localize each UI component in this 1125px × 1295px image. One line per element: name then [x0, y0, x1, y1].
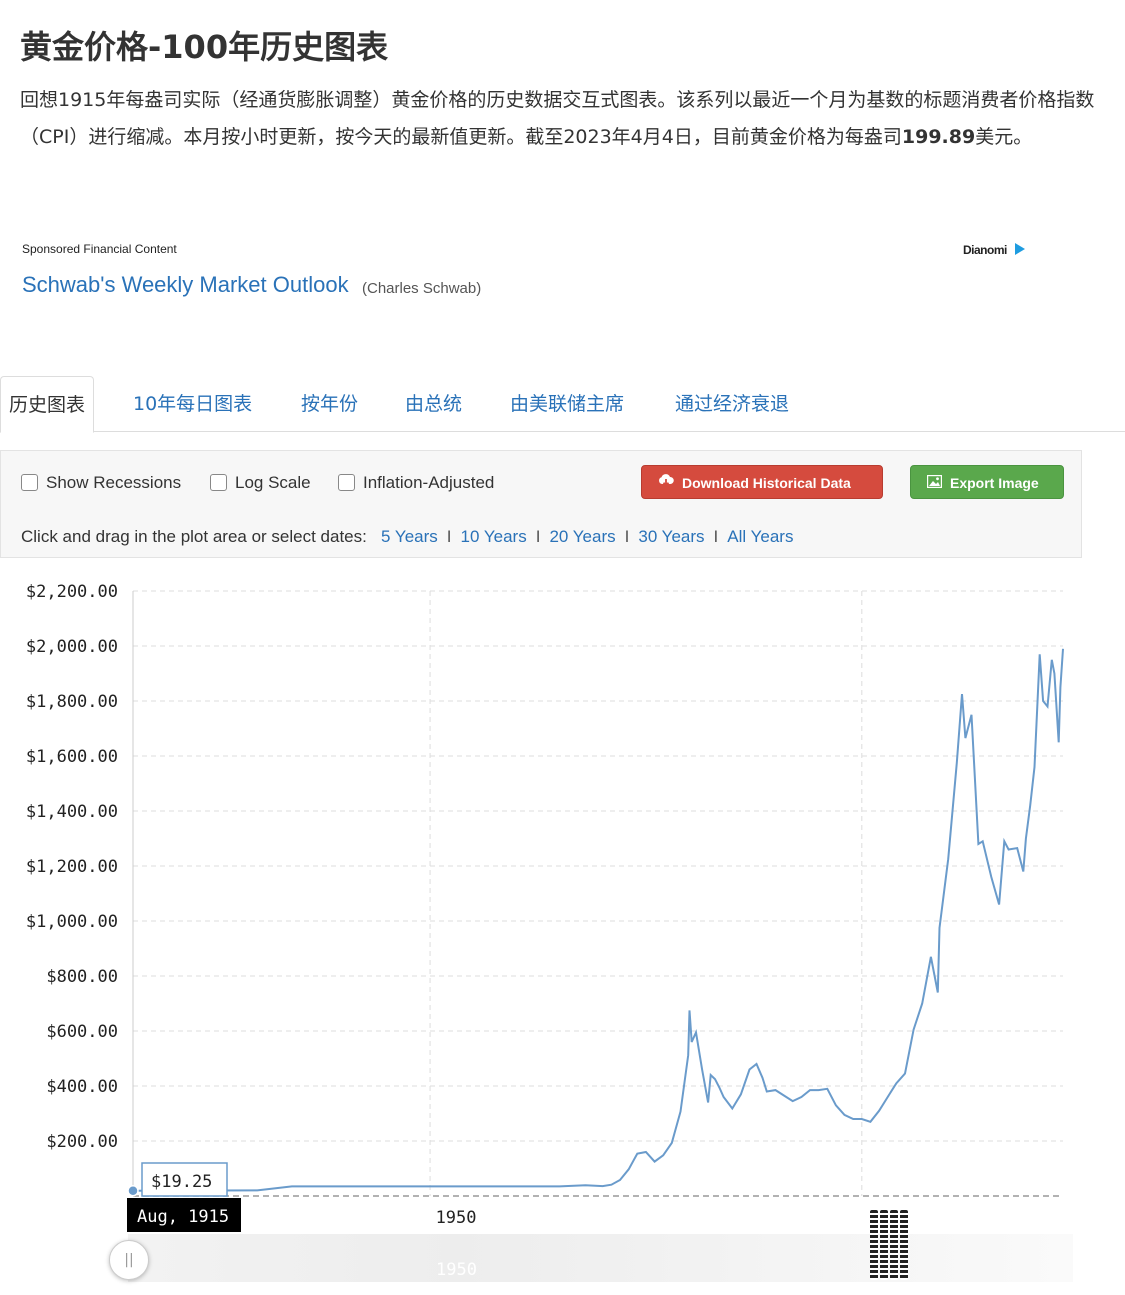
y-tick-label: $2,200.00	[26, 582, 118, 602]
adchoices-icon[interactable]	[1014, 243, 1025, 255]
inflation-adjusted-label: Inflation-Adjusted	[363, 473, 495, 492]
export-button-label: Export Image	[950, 475, 1039, 491]
tooltip-date: Aug, 1915	[137, 1207, 229, 1227]
range-separator: I	[713, 527, 719, 546]
chart-tabs: 历史图表 10年每日图表 按年份 由总统 由美联储主席 通过经济衰退	[0, 376, 1125, 433]
y-tick-label: $1,400.00	[26, 802, 118, 822]
date-range-selector: Click and drag in the plot area or selec…	[21, 527, 793, 547]
tooltip-box	[141, 1162, 228, 1197]
tab-10-year-daily[interactable]: 10年每日图表	[133, 393, 253, 415]
checkbox-box[interactable]	[338, 474, 355, 491]
range-navigator[interactable]	[128, 1234, 1073, 1282]
description-text: 回想1915年每盎司实际（经通货膨胀调整）黄金价格的历史数据交互式图表。该系列以…	[20, 89, 1095, 148]
tooltip-date-box	[127, 1198, 241, 1232]
show-recessions-label: Show Recessions	[46, 473, 182, 492]
image-icon	[926, 466, 943, 500]
dianomi-wordmark: Dianomi	[963, 243, 1007, 257]
y-tick-label: $600.00	[46, 1022, 118, 1042]
range-separator: I	[624, 527, 630, 546]
chart-gridlines	[133, 590, 1063, 1196]
range-20-years[interactable]: 20 Years	[549, 527, 616, 546]
log-scale-label: Log Scale	[235, 473, 311, 492]
y-tick-label: $1,200.00	[26, 857, 118, 877]
tab-by-year[interactable]: 按年份	[301, 393, 359, 415]
tab-history-chart[interactable]: 历史图表	[0, 376, 95, 433]
sponsored-ad-source: (Charles Schwab)	[362, 280, 482, 297]
y-tick-label: $200.00	[46, 1132, 118, 1152]
range-separator: I	[535, 527, 541, 546]
cloud-download-icon	[658, 466, 674, 500]
range-30-years[interactable]: 30 Years	[638, 527, 705, 546]
checkbox-box[interactable]	[21, 474, 38, 491]
show-recessions-checkbox[interactable]: Show Recessions	[21, 471, 181, 495]
y-tick-label: $2,000.00	[26, 637, 118, 657]
y-tick-label: $1,600.00	[26, 747, 118, 767]
page-title: 黄金价格-100年历史图表	[20, 28, 389, 66]
tab-by-recession[interactable]: 通过经济衰退	[675, 393, 790, 415]
range-5-years[interactable]: 5 Years	[381, 527, 438, 546]
y-tick-label: $1,000.00	[26, 912, 118, 932]
gold-price-chart[interactable]: $2,200.00 $2,000.00 $1,800.00 $1,600.00 $1,4…	[0, 560, 1125, 1240]
download-historical-data-button[interactable]: Download Historical Data	[641, 465, 883, 499]
navigator-label: 1950	[436, 1260, 477, 1280]
gold-price-line[interactable]	[132, 648, 1064, 1192]
sponsored-label: Sponsored Financial Content	[22, 242, 177, 256]
checkbox-box[interactable]	[210, 474, 227, 491]
description-price: 199.89	[901, 126, 976, 148]
inflation-adjusted-checkbox[interactable]: Inflation-Adjusted	[338, 471, 494, 495]
range-prompt: Click and drag in the plot area or selec…	[21, 527, 367, 546]
y-axis-labels: $2,200.00 $2,000.00 $1,800.00 $1,600.00 $1,4…	[26, 582, 118, 1152]
y-tick-label: $1,800.00	[26, 692, 118, 712]
range-10-years[interactable]: 10 Years	[460, 527, 527, 546]
range-separator: I	[446, 527, 452, 546]
page-description: 回想1915年每盎司实际（经通货膨胀调整）黄金价格的历史数据交互式图表。该系列以…	[20, 82, 1100, 156]
x-tick-label: 1950	[436, 1208, 477, 1228]
dianomi-logo[interactable]: Dianomi	[963, 243, 1025, 257]
sponsored-ad-link[interactable]: Schwab's Weekly Market Outlook	[22, 272, 349, 297]
chart-controls: Show Recessions Log Scale Inflation-Adju…	[0, 450, 1082, 558]
tab-by-president[interactable]: 由总统	[405, 393, 463, 415]
description-suffix: 美元。	[975, 126, 1033, 148]
log-scale-checkbox[interactable]: Log Scale	[210, 471, 311, 495]
overlapping-tick-labels	[870, 1210, 914, 1280]
y-tick-label: $400.00	[46, 1077, 118, 1097]
navigator-handle[interactable]: ||	[109, 1240, 149, 1280]
y-tick-label: $800.00	[46, 967, 118, 987]
tooltip: $19.25 Aug, 1915	[127, 1162, 241, 1232]
download-button-label: Download Historical Data	[682, 475, 851, 491]
x-axis-labels: 1950	[436, 1208, 477, 1228]
range-all-years[interactable]: All Years	[727, 527, 794, 546]
export-image-button[interactable]: Export Image	[910, 465, 1064, 499]
tooltip-point	[127, 1184, 139, 1197]
tooltip-value: $19.25	[151, 1172, 212, 1192]
tab-by-fed-chair[interactable]: 由美联储主席	[510, 393, 625, 415]
